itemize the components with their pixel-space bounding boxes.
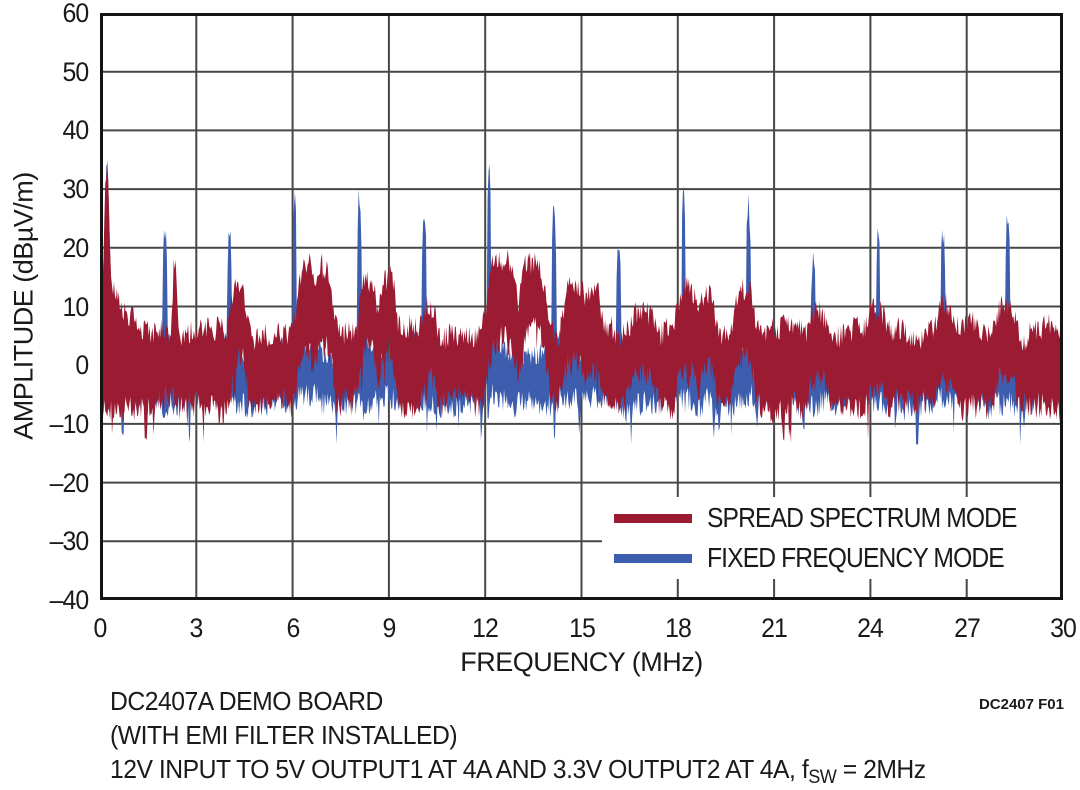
x-tick: 15 (568, 613, 596, 643)
x-tick: 6 (286, 613, 300, 643)
caption-line-1: DC2407A DEMO BOARD (110, 686, 383, 716)
caption-line-3: 12V INPUT TO 5V OUTPUT1 AT 4A AND 3.3V O… (110, 754, 926, 788)
x-tick: 24 (857, 613, 884, 643)
legend-label: SPREAD SPECTRUM MODE (707, 502, 1017, 533)
x-tick: 3 (189, 613, 204, 643)
legend-item-spread-spectrum: SPREAD SPECTRUM MODE (602, 498, 1060, 538)
x-tick: 30 (1050, 613, 1077, 643)
spread-spectrum-line-swatch (614, 513, 692, 523)
figure-caption: DC2407A DEMO BOARD (WITH EMI FILTER INST… (110, 684, 926, 790)
legend-label: FIXED FREQUENCY MODE (707, 542, 1005, 573)
x-tick: 21 (761, 613, 788, 643)
y-tick: 10 (62, 291, 90, 322)
x-tick: 9 (382, 613, 396, 643)
y-tick: 0 (75, 350, 89, 381)
spectrum-plot (100, 13, 1063, 600)
x-axis-label: FREQUENCY (MHz) (460, 647, 703, 677)
x-tick: 27 (953, 613, 981, 643)
legend: SPREAD SPECTRUM MODE FIXED FREQUENCY MOD… (602, 497, 1060, 579)
fixed-frequency-line-swatch (614, 553, 692, 563)
y-axis-label: AMPLITUDE (dBµV/m) (8, 172, 39, 440)
y-tick: –30 (49, 526, 90, 557)
spread-spectrum-trace (100, 159, 1063, 444)
x-tick: 12 (472, 613, 499, 643)
x-tick: 0 (93, 613, 108, 643)
x-tick: 18 (664, 613, 692, 643)
caption-line-2: (WITH EMI FILTER INSTALLED) (110, 720, 458, 750)
y-tick: 20 (62, 232, 90, 263)
legend-item-fixed-frequency: FIXED FREQUENCY MODE (602, 538, 1060, 578)
figure-number: DC2407 F01 (978, 696, 1064, 713)
y-tick: 60 (62, 0, 90, 28)
y-tick: 30 (62, 174, 90, 205)
y-tick: –10 (49, 408, 90, 439)
plot-border (100, 13, 1063, 600)
y-tick: 50 (62, 56, 90, 87)
y-tick: –20 (49, 467, 90, 498)
y-tick: –40 (49, 585, 90, 615)
y-tick: 40 (62, 115, 90, 146)
